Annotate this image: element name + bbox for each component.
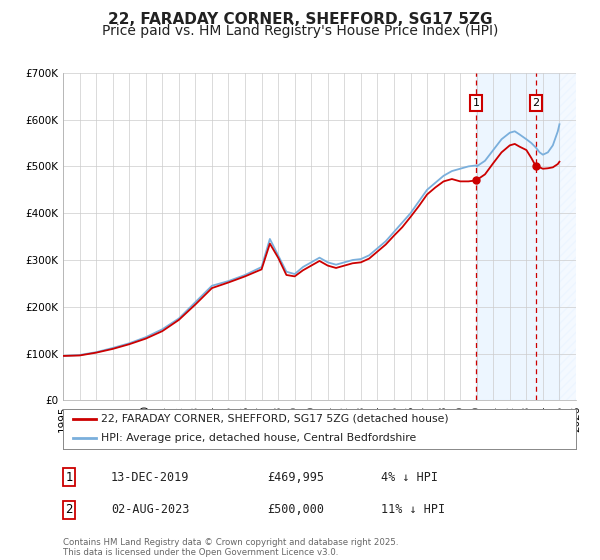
Text: Contains HM Land Registry data © Crown copyright and database right 2025.
This d: Contains HM Land Registry data © Crown c… bbox=[63, 538, 398, 557]
Text: 1: 1 bbox=[65, 470, 73, 484]
Text: 02-AUG-2023: 02-AUG-2023 bbox=[111, 503, 190, 516]
Text: Price paid vs. HM Land Registry's House Price Index (HPI): Price paid vs. HM Land Registry's House … bbox=[102, 24, 498, 38]
Text: 22, FARADAY CORNER, SHEFFORD, SG17 5ZG: 22, FARADAY CORNER, SHEFFORD, SG17 5ZG bbox=[108, 12, 492, 27]
Text: 13-DEC-2019: 13-DEC-2019 bbox=[111, 470, 190, 484]
Bar bbox=[559, 73, 576, 400]
Text: £469,995: £469,995 bbox=[267, 470, 324, 484]
Text: 2: 2 bbox=[65, 503, 73, 516]
Text: HPI: Average price, detached house, Central Bedfordshire: HPI: Average price, detached house, Cent… bbox=[101, 433, 417, 443]
Text: £500,000: £500,000 bbox=[267, 503, 324, 516]
Text: 2: 2 bbox=[532, 98, 539, 108]
Text: 4% ↓ HPI: 4% ↓ HPI bbox=[381, 470, 438, 484]
Text: 1: 1 bbox=[472, 98, 479, 108]
Text: 11% ↓ HPI: 11% ↓ HPI bbox=[381, 503, 445, 516]
Bar bbox=[476, 73, 559, 400]
Text: 22, FARADAY CORNER, SHEFFORD, SG17 5ZG (detached house): 22, FARADAY CORNER, SHEFFORD, SG17 5ZG (… bbox=[101, 414, 449, 424]
